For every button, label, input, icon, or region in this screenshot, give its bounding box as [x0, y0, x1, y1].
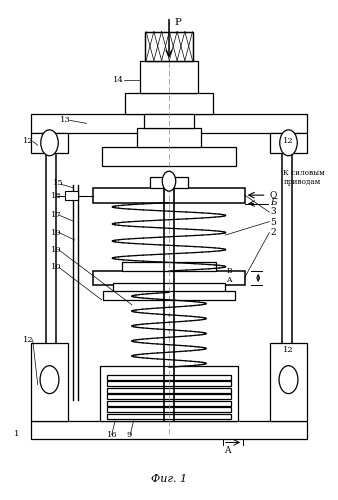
Circle shape [40, 366, 59, 394]
Text: К силовым
приводам: К силовым приводам [284, 169, 325, 186]
Text: 13: 13 [59, 116, 70, 124]
Circle shape [279, 366, 298, 394]
Circle shape [162, 171, 176, 191]
Bar [145, 32, 193, 60]
Text: P: P [174, 18, 181, 27]
Text: Б: Б [270, 198, 276, 207]
Bar [144, 114, 194, 128]
Text: 12: 12 [23, 138, 33, 145]
Circle shape [41, 130, 58, 156]
Text: 19: 19 [50, 246, 61, 254]
Bar [31, 420, 307, 440]
Text: 12: 12 [284, 138, 294, 145]
Text: A: A [226, 276, 232, 284]
Text: 16: 16 [107, 432, 117, 440]
Text: 19: 19 [50, 228, 61, 236]
Text: 17: 17 [50, 211, 61, 219]
Bar [107, 374, 231, 380]
Bar [137, 128, 201, 148]
Bar [145, 32, 193, 60]
Text: 5: 5 [270, 218, 276, 227]
Bar [150, 176, 188, 188]
Bar [93, 271, 245, 285]
Bar [107, 388, 231, 392]
Text: A: A [224, 446, 231, 455]
Bar [103, 291, 235, 300]
Bar [107, 414, 231, 418]
Bar [270, 133, 307, 153]
Bar [31, 114, 307, 133]
Bar [107, 400, 231, 406]
Bar [107, 381, 231, 386]
Text: 12: 12 [284, 346, 294, 354]
Text: Фиг. 1: Фиг. 1 [151, 474, 187, 484]
Bar [270, 343, 307, 420]
Circle shape [280, 130, 297, 156]
Text: 14: 14 [114, 76, 124, 84]
Bar [93, 188, 245, 202]
Text: B: B [226, 267, 232, 275]
Bar [122, 262, 216, 271]
Text: 10: 10 [50, 264, 61, 272]
Text: 9: 9 [127, 432, 132, 440]
Text: 12: 12 [23, 336, 33, 344]
Bar [107, 407, 231, 412]
Bar [102, 148, 236, 166]
Bar [114, 284, 224, 292]
Text: 3: 3 [270, 206, 275, 216]
Text: 1: 1 [14, 430, 19, 438]
Bar [140, 60, 198, 93]
Bar [100, 366, 238, 420]
Bar [125, 93, 213, 114]
Text: Q: Q [270, 190, 277, 198]
Bar [107, 394, 231, 399]
Bar [31, 133, 68, 153]
Bar [65, 191, 78, 200]
Text: 18: 18 [51, 192, 62, 200]
Text: 2: 2 [270, 228, 275, 237]
Text: 15: 15 [53, 178, 64, 186]
Bar [31, 343, 68, 420]
